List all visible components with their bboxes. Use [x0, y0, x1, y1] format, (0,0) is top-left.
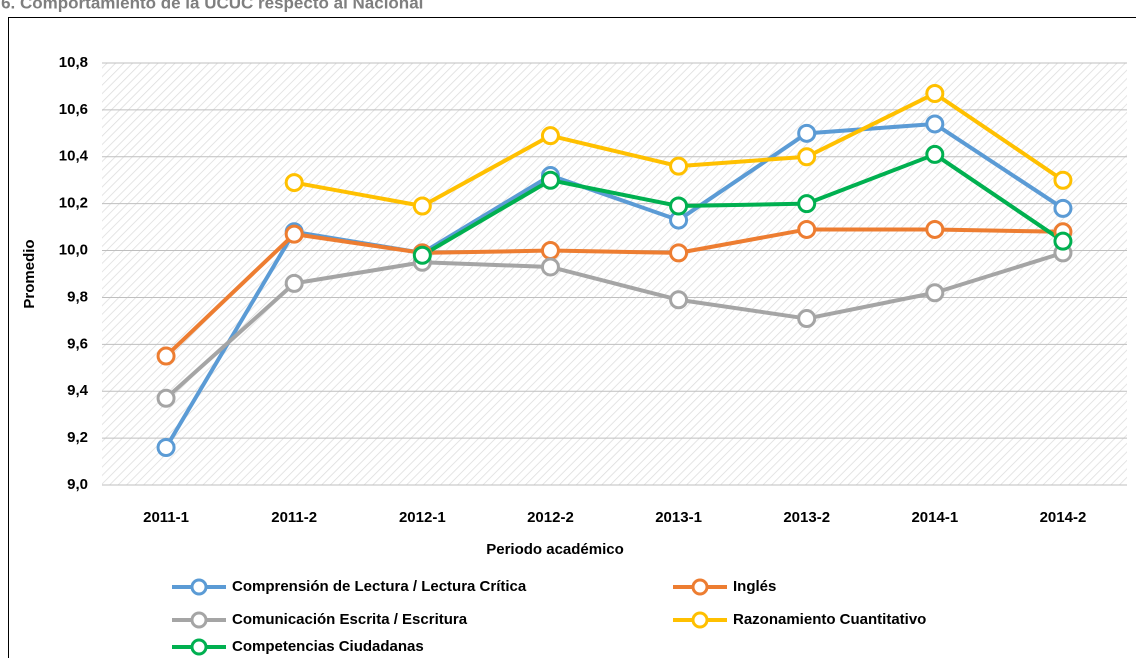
legend-label: Razonamiento Cuantitativo: [733, 611, 926, 628]
data-point: [927, 116, 943, 132]
x-axis-title: Periodo académico: [486, 541, 624, 558]
plot-area: [102, 63, 1127, 485]
y-tick-label: 9,6: [67, 335, 88, 352]
data-point: [542, 259, 558, 275]
x-tick-label: 2013-2: [783, 509, 830, 526]
data-point: [542, 172, 558, 188]
data-point: [927, 146, 943, 162]
legend-label: Competencias Ciudadanas: [232, 638, 424, 655]
y-tick-label: 10,0: [59, 242, 88, 259]
data-point: [671, 292, 687, 308]
legend-marker: [192, 613, 206, 627]
data-point: [1055, 233, 1071, 249]
x-tick-label: 2011-2: [271, 509, 317, 526]
y-tick-label: 10,6: [59, 101, 88, 118]
x-tick-label: 2013-1: [655, 509, 702, 526]
legend-label: Inglés: [733, 578, 776, 595]
data-point: [542, 243, 558, 259]
y-tick-label: 10,2: [59, 195, 88, 212]
data-point: [927, 85, 943, 101]
data-point: [1055, 200, 1071, 216]
data-point: [927, 285, 943, 301]
y-tick-label: 9,4: [67, 382, 89, 399]
x-tick-label: 2012-1: [399, 509, 446, 526]
legend-label: Comunicación Escrita / Escritura: [232, 611, 468, 628]
data-point: [414, 198, 430, 214]
data-point: [799, 125, 815, 141]
y-tick-label: 9,2: [67, 429, 88, 446]
data-point: [286, 226, 302, 242]
data-point: [799, 311, 815, 327]
data-point: [414, 247, 430, 263]
legend-marker: [693, 613, 707, 627]
data-point: [158, 439, 174, 455]
x-tick-label: 2014-1: [911, 509, 958, 526]
x-tick-label: 2012-2: [527, 509, 574, 526]
data-point: [671, 245, 687, 261]
data-point: [799, 221, 815, 237]
data-point: [799, 149, 815, 165]
x-tick-label: 2014-2: [1040, 509, 1087, 526]
data-point: [158, 348, 174, 364]
legend-marker: [693, 580, 707, 594]
data-point: [799, 196, 815, 212]
data-point: [542, 128, 558, 144]
data-point: [927, 221, 943, 237]
y-tick-label: 10,8: [59, 54, 88, 71]
chart-title: o 6. Comportamiento de la UCUC respecto …: [0, 0, 423, 12]
legend-marker: [192, 580, 206, 594]
legend-label: Comprensión de Lectura / Lectura Crítica: [232, 578, 527, 595]
x-tick-label: 2011-1: [143, 509, 189, 526]
legend-marker: [192, 640, 206, 654]
data-point: [671, 158, 687, 174]
data-point: [286, 175, 302, 191]
y-axis-title: Promedio: [21, 239, 38, 308]
y-tick-label: 10,4: [59, 148, 89, 165]
y-tick-label: 9,0: [67, 476, 88, 493]
y-tick-label: 9,8: [67, 288, 88, 305]
data-point: [1055, 172, 1071, 188]
data-point: [671, 198, 687, 214]
data-point: [286, 275, 302, 291]
data-point: [158, 390, 174, 406]
